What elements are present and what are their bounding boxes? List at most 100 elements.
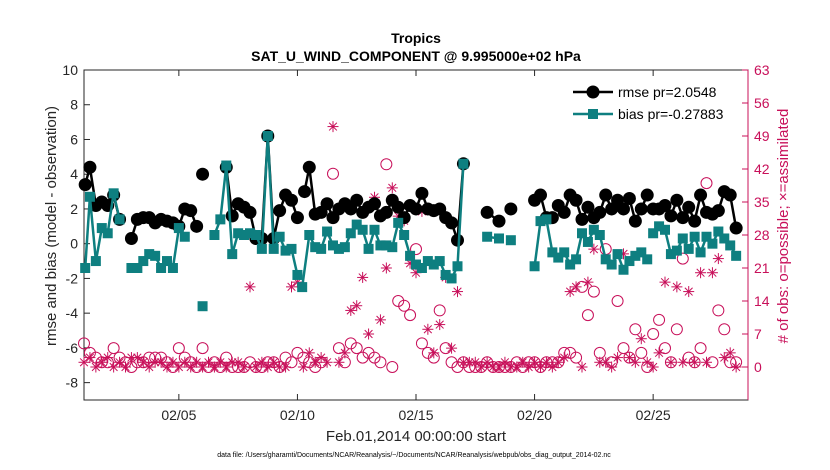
- obs-assimilated-marker: [505, 361, 517, 373]
- bias-point: [482, 231, 493, 242]
- bias-point: [636, 247, 647, 258]
- rmse-point: [557, 205, 571, 219]
- obs-possible-marker: [581, 309, 594, 322]
- obs-assimilated-marker: [499, 356, 511, 368]
- asterisk-stroke: [145, 362, 154, 372]
- rmse-point: [415, 186, 429, 200]
- asterisk-stroke: [204, 358, 213, 367]
- obs-assimilated-marker: [582, 276, 594, 288]
- y-tick-label: 2: [70, 201, 78, 217]
- y2-tick-label: 28: [754, 227, 770, 243]
- bias-point: [256, 243, 267, 254]
- y-axis-label: rmse and bias (model - observation): [43, 106, 60, 346]
- obs-assimilated-marker: [724, 347, 736, 359]
- bias-point: [227, 249, 238, 260]
- bias-point: [547, 247, 558, 258]
- asterisk-stroke: [269, 358, 278, 367]
- obs-assimilated-marker: [629, 356, 641, 368]
- bias-point: [304, 230, 315, 240]
- bias-point: [695, 247, 706, 258]
- asterisk-stroke: [91, 362, 101, 372]
- bias-point: [565, 259, 576, 270]
- y2-tick-label: 56: [754, 95, 770, 111]
- legend-bias-marker: [588, 109, 598, 119]
- asterisk-stroke: [316, 353, 326, 362]
- rmse-point: [184, 204, 198, 218]
- asterisk-stroke: [726, 348, 735, 358]
- asterisk-stroke: [696, 268, 705, 277]
- obs-assimilated-marker: [137, 356, 149, 368]
- asterisk-stroke: [115, 358, 124, 367]
- bias-series: [80, 131, 742, 312]
- obs-assimilated-marker: [114, 356, 126, 368]
- y2-tick-label: 14: [754, 293, 770, 309]
- bias-point: [369, 224, 380, 235]
- asterisk-stroke: [643, 358, 652, 367]
- bias-point: [114, 214, 125, 225]
- y-tick-label: -4: [66, 305, 79, 321]
- asterisk-stroke: [631, 358, 640, 367]
- obs-possible-marker: [398, 299, 411, 312]
- obs-assimilated-marker: [659, 276, 671, 288]
- obs-assimilated-marker: [677, 356, 689, 368]
- rmse-point: [634, 202, 648, 216]
- bias-point: [505, 235, 516, 246]
- rmse-point: [225, 209, 239, 223]
- obs-assimilated-marker: [689, 356, 701, 368]
- obs-assimilated-marker: [452, 286, 463, 298]
- y2-tick-label: 35: [754, 194, 770, 210]
- rmse-point: [285, 193, 298, 207]
- rmse-point: [196, 167, 210, 181]
- obs-assimilated-marker: [623, 352, 635, 364]
- asterisk-stroke: [133, 353, 142, 362]
- y2-tick-label: 21: [754, 260, 770, 276]
- rmse-point: [350, 193, 364, 207]
- obs-assimilated-marker: [576, 361, 588, 373]
- obs-assimilated-marker: [511, 361, 523, 373]
- asterisk-stroke: [482, 358, 492, 367]
- y-tick-label: -8: [66, 375, 79, 391]
- rmse-point: [593, 205, 607, 219]
- obs-possible-marker: [570, 351, 583, 364]
- obs-assimilated-marker: [167, 356, 179, 368]
- obs-assimilated-marker: [529, 356, 541, 368]
- asterisk-stroke: [233, 358, 243, 367]
- obs-assimilated-marker: [635, 333, 647, 345]
- obs-assimilated-marker: [327, 121, 339, 133]
- asterisk-stroke: [506, 362, 516, 372]
- obs-possible-marker: [196, 342, 209, 355]
- asterisk-stroke: [577, 362, 587, 372]
- bias-point: [411, 259, 421, 270]
- bias-point: [292, 269, 303, 280]
- bias-point: [297, 282, 308, 293]
- bias-point: [654, 221, 665, 232]
- bias-point: [345, 228, 356, 239]
- obs-possible-marker: [700, 177, 713, 190]
- asterisk-stroke: [648, 362, 658, 372]
- asterisk-stroke: [376, 315, 385, 325]
- obs-assimilated-marker: [244, 281, 256, 293]
- asterisk-stroke: [548, 362, 557, 372]
- asterisk-stroke: [453, 287, 462, 296]
- asterisk-stroke: [708, 268, 717, 277]
- bias-point: [80, 263, 91, 273]
- obs-possible-marker: [694, 342, 707, 355]
- rmse-point: [320, 197, 334, 211]
- bias-point: [126, 263, 137, 273]
- bias-point: [363, 243, 374, 254]
- rmse-point: [569, 193, 583, 207]
- bias-point: [245, 228, 255, 239]
- y-tick-label: -6: [66, 340, 79, 356]
- asterisk-stroke: [702, 358, 711, 367]
- y2-tick-label: 49: [754, 128, 770, 144]
- bias-point: [108, 188, 119, 199]
- obs-assimilated-marker: [380, 262, 392, 274]
- asterisk-stroke: [500, 358, 510, 367]
- obs-possible-marker: [611, 295, 624, 307]
- bias-point: [428, 259, 439, 270]
- rmse-point: [658, 198, 672, 212]
- obs-assimilated-marker: [262, 361, 274, 373]
- asterisk-stroke: [494, 362, 504, 372]
- asterisk-stroke: [257, 358, 267, 367]
- obs-assimilated-marker: [647, 361, 659, 373]
